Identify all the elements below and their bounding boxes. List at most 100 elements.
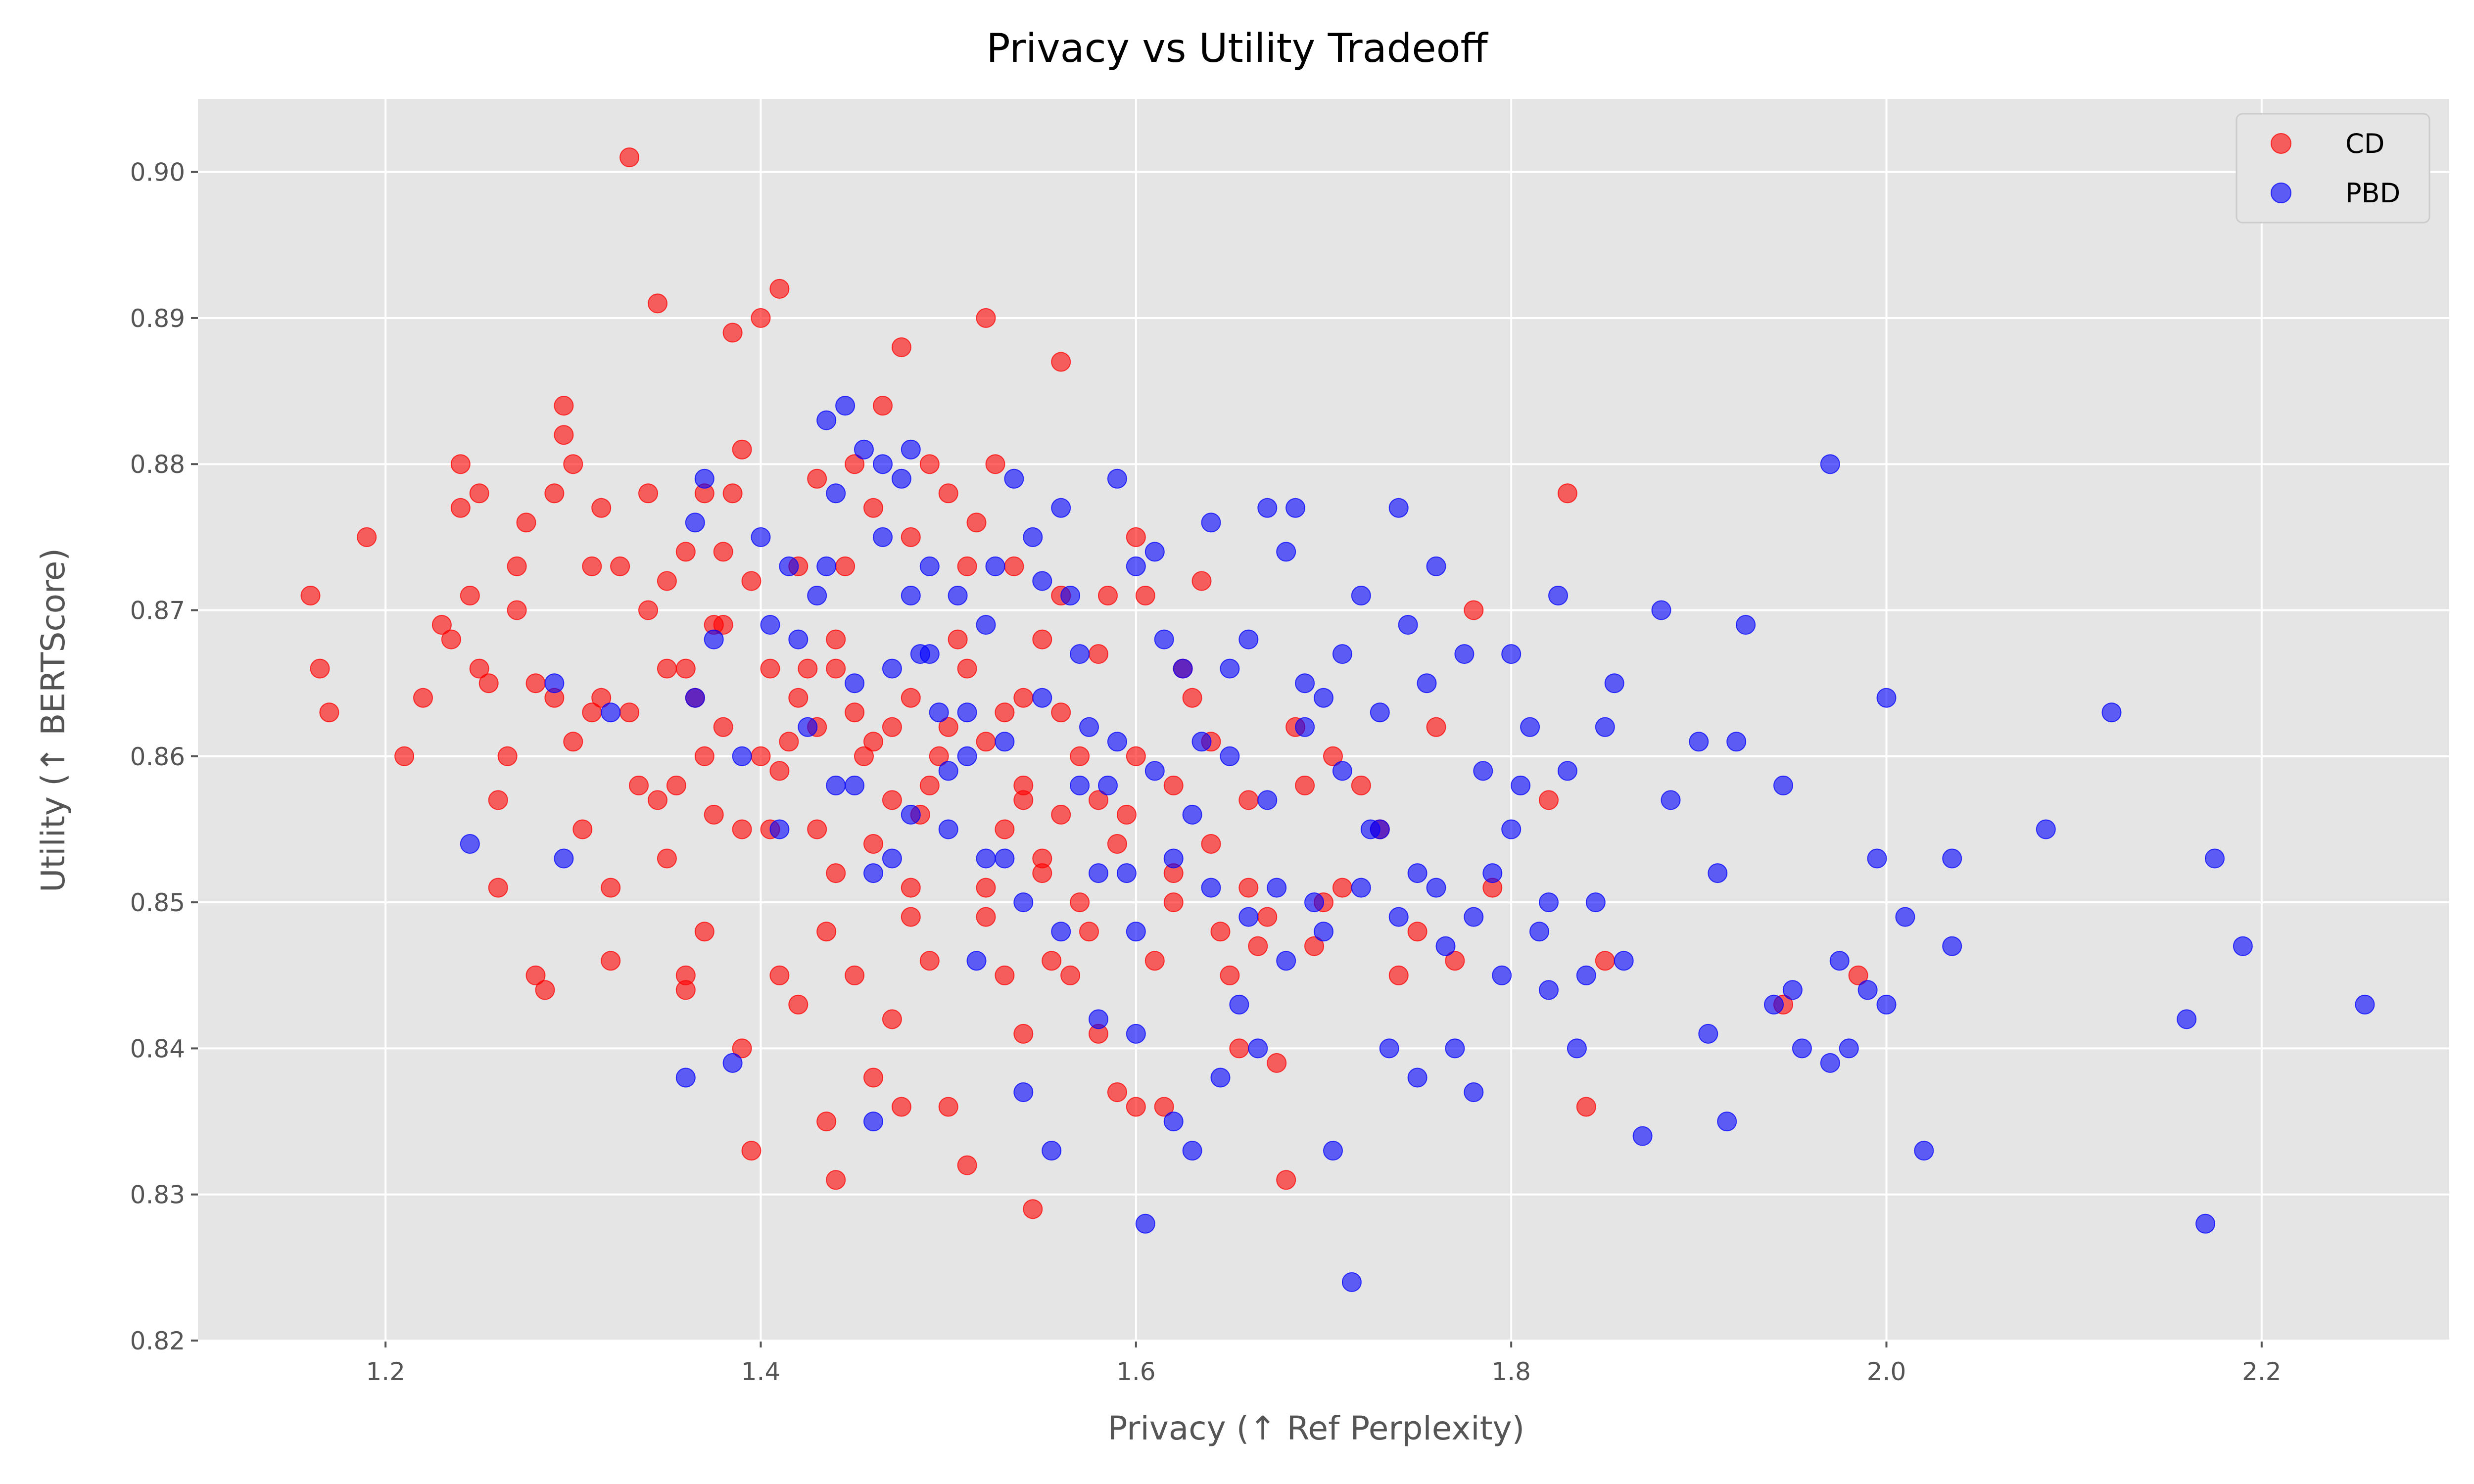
- data-point-pbd: [1304, 892, 1324, 913]
- data-point-pbd: [966, 951, 987, 971]
- data-point-cd: [845, 965, 865, 985]
- data-point-cd: [1595, 951, 1615, 971]
- data-point-pbd: [1257, 498, 1278, 518]
- data-point-cd: [694, 746, 714, 766]
- data-point-cd: [1276, 1170, 1296, 1190]
- data-point-cd: [835, 556, 856, 576]
- data-point-cd: [1060, 965, 1081, 985]
- data-point-cd: [854, 746, 874, 766]
- data-point-pbd: [1595, 717, 1615, 737]
- data-point-pbd: [826, 775, 846, 795]
- data-point-cd: [601, 951, 621, 971]
- data-point-cd: [713, 542, 733, 562]
- data-point-cd: [722, 323, 743, 343]
- data-point-cd: [863, 1067, 883, 1088]
- data-point-cd: [488, 878, 508, 898]
- data-point-pbd: [2177, 1009, 2197, 1029]
- data-point-cd: [525, 965, 546, 985]
- data-point-cd: [826, 629, 846, 649]
- data-point-cd: [1191, 571, 1212, 591]
- data-point-pbd: [1773, 775, 1793, 795]
- legend-marker-cd: [2271, 133, 2291, 154]
- data-point-pbd: [685, 512, 705, 533]
- x-tick-label: 1.8: [1491, 1357, 1531, 1386]
- data-point-pbd: [1295, 673, 1315, 694]
- data-point-pbd: [1248, 1038, 1268, 1059]
- data-point-pbd: [1839, 1038, 1859, 1059]
- data-point-cd: [807, 819, 827, 839]
- data-point-pbd: [1914, 1141, 1934, 1161]
- data-point-pbd: [1079, 717, 1099, 737]
- data-point-cd: [901, 907, 921, 927]
- plot-background: [198, 99, 2449, 1341]
- data-point-cd: [882, 790, 902, 810]
- data-point-pbd: [1529, 922, 1549, 942]
- data-point-cd: [657, 658, 677, 679]
- data-point-pbd: [1482, 863, 1503, 883]
- data-point-pbd: [788, 629, 809, 649]
- data-point-cd: [995, 702, 1015, 723]
- data-point-cd: [1126, 1097, 1146, 1117]
- data-point-cd: [826, 863, 846, 883]
- data-point-cd: [732, 1038, 752, 1059]
- data-point-pbd: [816, 556, 837, 576]
- data-point-cd: [535, 980, 555, 1000]
- data-point-cd: [919, 951, 940, 971]
- data-point-cd: [704, 804, 724, 825]
- data-point-pbd: [1257, 790, 1278, 810]
- data-point-cd: [1051, 804, 1071, 825]
- data-point-cd: [1070, 746, 1090, 766]
- data-point-cd: [741, 571, 761, 591]
- data-point-cd: [394, 746, 415, 766]
- data-point-cd: [1089, 644, 1108, 664]
- data-point-pbd: [1782, 980, 1803, 1000]
- data-point-cd: [901, 688, 921, 708]
- data-point-cd: [319, 702, 339, 723]
- data-point-pbd: [1895, 907, 1915, 927]
- data-point-pbd: [1191, 732, 1212, 752]
- data-point-cd: [957, 658, 977, 679]
- data-point-pbd: [554, 848, 574, 869]
- data-point-cd: [469, 483, 489, 504]
- data-point-pbd: [1464, 907, 1484, 927]
- data-point-pbd: [1135, 1213, 1155, 1234]
- data-point-pbd: [1004, 468, 1024, 489]
- data-point-cd: [919, 454, 940, 474]
- data-point-pbd: [863, 1112, 883, 1132]
- series-pbd: [460, 396, 2375, 1292]
- data-point-pbd: [1238, 629, 1259, 649]
- data-point-cd: [788, 994, 809, 1015]
- data-point-pbd: [675, 1067, 696, 1088]
- data-point-cd: [460, 586, 480, 605]
- data-point-pbd: [1332, 761, 1352, 781]
- data-point-pbd: [751, 527, 771, 547]
- legend-marker-pbd: [2271, 183, 2291, 203]
- data-point-cd: [1013, 1023, 1034, 1044]
- data-point-cd: [1323, 746, 1343, 766]
- data-point-cd: [601, 878, 621, 898]
- data-point-pbd: [882, 658, 902, 679]
- data-point-cd: [1351, 775, 1371, 795]
- data-point-pbd: [1332, 644, 1352, 664]
- data-point-pbd: [1238, 907, 1259, 927]
- tick-labels: 1.2 1.4 1.6 1.8 2.0 2.2 0.82 0.83 0.84 0.85 0.86 0.…: [130, 158, 2282, 1386]
- data-point-pbd: [1708, 863, 1728, 883]
- data-point-cd: [938, 483, 958, 504]
- data-point-pbd: [1726, 732, 1747, 752]
- data-point-cd: [1267, 1053, 1287, 1073]
- data-point-pbd: [1388, 498, 1409, 518]
- data-point-pbd: [1220, 658, 1240, 679]
- data-points: [300, 147, 2375, 1292]
- data-point-cd: [507, 556, 527, 576]
- data-point-cd: [1107, 1082, 1127, 1102]
- data-point-pbd: [1820, 1053, 1840, 1073]
- data-point-cd: [1576, 1097, 1596, 1117]
- data-point-cd: [976, 907, 996, 927]
- legend-box: [2236, 113, 2430, 224]
- data-point-cd: [816, 922, 837, 942]
- data-point-cd: [1464, 600, 1484, 620]
- data-point-pbd: [1314, 922, 1333, 942]
- data-point-pbd: [2036, 819, 2056, 839]
- data-point-cd: [675, 658, 696, 679]
- data-point-pbd: [1201, 512, 1221, 533]
